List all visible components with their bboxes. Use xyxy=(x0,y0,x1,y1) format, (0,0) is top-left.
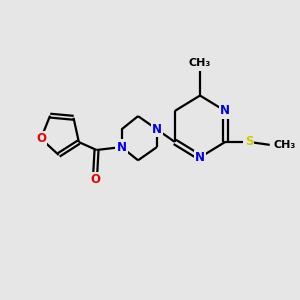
Text: N: N xyxy=(220,104,230,118)
Text: N: N xyxy=(195,151,205,164)
Text: N: N xyxy=(152,123,162,136)
Text: CH₃: CH₃ xyxy=(274,140,296,150)
Text: S: S xyxy=(244,135,253,148)
Text: CH₃: CH₃ xyxy=(189,58,211,68)
Text: N: N xyxy=(116,141,127,154)
Text: O: O xyxy=(90,173,100,186)
Text: O: O xyxy=(36,132,46,145)
